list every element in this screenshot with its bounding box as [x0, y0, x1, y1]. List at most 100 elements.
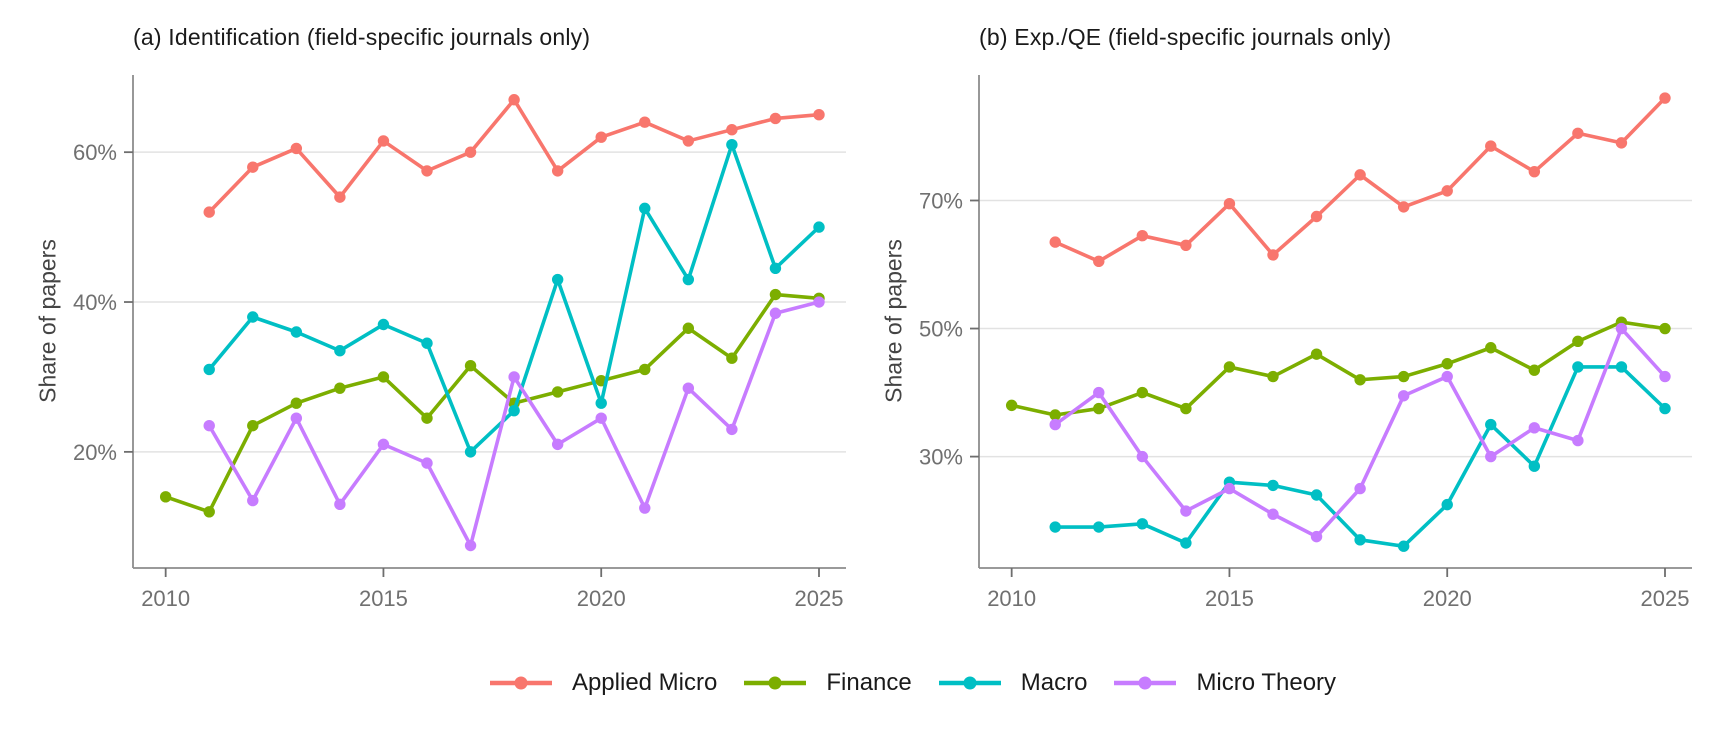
point-macro-2023-panel-a	[726, 138, 738, 151]
point-macro-2019-panel-b	[1397, 540, 1410, 552]
point-applied-micro-2022-panel-a	[682, 135, 695, 147]
point-macro-2022-panel-b	[1528, 460, 1541, 472]
series-micro-theory-panel-a	[203, 296, 825, 552]
point-finance-2014-panel-a	[334, 382, 346, 394]
point-applied-micro-2018-panel-b	[1354, 169, 1366, 181]
point-applied-micro-2022-panel-b	[1528, 165, 1541, 178]
point-applied-micro-2023-panel-b	[1572, 127, 1584, 139]
point-macro-2016-panel-a	[421, 337, 433, 349]
point-micro-theory-2018-panel-b	[1354, 482, 1366, 495]
legend-swatch-finance	[744, 676, 807, 690]
panel-b: 30% 50% 70% 2010 2015 2020 2025	[919, 75, 1692, 611]
point-applied-micro-2019-panel-a	[551, 165, 564, 177]
point-micro-theory-2016-panel-b	[1267, 508, 1279, 520]
point-micro-theory-2016-panel-a	[421, 457, 433, 469]
point-macro-2016-panel-b	[1267, 479, 1279, 492]
point-macro-2024-panel-a	[769, 262, 782, 275]
point-micro-theory-2023-panel-b	[1572, 434, 1584, 447]
point-macro-2013-panel-b	[1136, 518, 1149, 530]
line-micro-theory-panel-b	[1053, 326, 1667, 539]
legend-label-applied-micro: Applied Micro	[571, 669, 718, 696]
point-macro-2017-panel-a	[464, 446, 477, 458]
point-applied-micro-2016-panel-a	[421, 165, 433, 177]
x-tick-label-panel-b: 2010	[987, 586, 1036, 611]
x-tick-label-panel-b: 2025	[1641, 586, 1690, 611]
line-finance-panel-b	[1009, 320, 1667, 417]
point-micro-theory-2024-panel-b	[1615, 322, 1628, 335]
point-finance-2011-panel-b	[1049, 409, 1061, 421]
point-macro-2024-panel-b	[1615, 361, 1628, 373]
point-macro-2025-panel-b	[1659, 402, 1671, 415]
point-applied-micro-2014-panel-b	[1180, 239, 1192, 252]
legend-label-finance: Finance	[826, 669, 912, 696]
point-macro-2021-panel-a	[639, 202, 651, 215]
x-tick-label-panel-a: 2010	[141, 586, 190, 611]
series-macro-panel-a	[203, 138, 825, 458]
point-micro-theory-2011-panel-b	[1049, 418, 1061, 431]
point-finance-2013-panel-a	[290, 397, 303, 409]
point-macro-2014-panel-a	[334, 345, 346, 357]
point-applied-micro-2011-panel-a	[203, 206, 215, 218]
point-micro-theory-2017-panel-b	[1310, 530, 1323, 543]
point-finance-2013-panel-b	[1136, 386, 1149, 399]
point-finance-2019-panel-b	[1397, 370, 1410, 383]
line-finance-panel-a	[163, 292, 821, 514]
point-applied-micro-2023-panel-a	[726, 123, 738, 136]
y-axis-title-panel-b: Share of papers	[880, 239, 907, 403]
point-applied-micro-2017-panel-a	[464, 146, 477, 158]
point-finance-2018-panel-b	[1354, 374, 1366, 386]
line-micro-theory-panel-a	[207, 300, 821, 548]
x-tick-label-panel-b: 2015	[1205, 586, 1254, 611]
point-finance-2015-panel-a	[377, 371, 390, 383]
point-micro-theory-2015-panel-a	[377, 438, 390, 451]
point-applied-micro-2025-panel-a	[813, 109, 825, 121]
point-micro-theory-2023-panel-a	[726, 423, 738, 436]
x-tick-label-panel-a: 2020	[577, 586, 626, 611]
y-tick-label-panel-a: 60%	[73, 140, 117, 165]
point-micro-theory-2013-panel-a	[290, 412, 303, 424]
legend-swatch-applied-micro	[489, 676, 552, 690]
y-tick-label-panel-a: 20%	[73, 440, 117, 465]
point-finance-2012-panel-a	[247, 419, 259, 432]
point-finance-2016-panel-b	[1267, 370, 1279, 383]
point-finance-2019-panel-a	[551, 386, 564, 398]
panel-a-title: (a) Identification (field-specific journ…	[133, 24, 591, 50]
point-macro-2015-panel-a	[377, 318, 390, 331]
point-applied-micro-2024-panel-a	[769, 112, 782, 125]
legend-swatch-macro	[938, 676, 1001, 690]
point-micro-theory-2017-panel-a	[464, 539, 477, 552]
point-applied-micro-2020-panel-a	[595, 131, 607, 143]
point-finance-2024-panel-a	[769, 288, 782, 301]
point-micro-theory-2015-panel-b	[1223, 482, 1236, 495]
point-finance-2023-panel-b	[1572, 335, 1584, 348]
point-macro-2011-panel-b	[1049, 521, 1061, 533]
point-macro-2019-panel-a	[551, 273, 564, 286]
point-finance-2015-panel-b	[1223, 361, 1236, 373]
point-macro-2011-panel-a	[203, 363, 215, 376]
point-applied-micro-2013-panel-b	[1136, 230, 1149, 242]
legend-label-macro: Macro	[1020, 669, 1088, 696]
point-finance-2010-panel-b	[1005, 399, 1018, 412]
series-macro-panel-b	[1049, 361, 1671, 552]
point-micro-theory-2022-panel-b	[1528, 422, 1541, 434]
point-macro-2012-panel-a	[247, 311, 259, 323]
point-macro-2021-panel-b	[1485, 418, 1497, 431]
series-micro-theory-panel-b	[1049, 322, 1671, 543]
point-macro-2022-panel-a	[682, 273, 695, 286]
series-applied-micro-panel-a	[203, 94, 825, 218]
point-applied-micro-2018-panel-a	[508, 94, 520, 106]
point-micro-theory-2013-panel-b	[1136, 450, 1149, 463]
x-tick-label-panel-b: 2020	[1423, 586, 1472, 611]
point-macro-2018-panel-a	[508, 404, 520, 417]
legend-label-micro-theory: Micro Theory	[1196, 669, 1337, 696]
point-micro-theory-2020-panel-a	[595, 412, 607, 424]
point-applied-micro-2017-panel-b	[1310, 210, 1323, 223]
legend-swatch-micro-theory	[1114, 676, 1177, 690]
y-tick-label-panel-b: 30%	[919, 445, 963, 470]
panel-a: 20% 40% 60% 2010 2015 2020 2025	[73, 75, 846, 611]
point-macro-2025-panel-a	[813, 221, 825, 233]
point-applied-micro-2012-panel-a	[247, 161, 259, 173]
point-micro-theory-2018-panel-a	[508, 371, 520, 383]
